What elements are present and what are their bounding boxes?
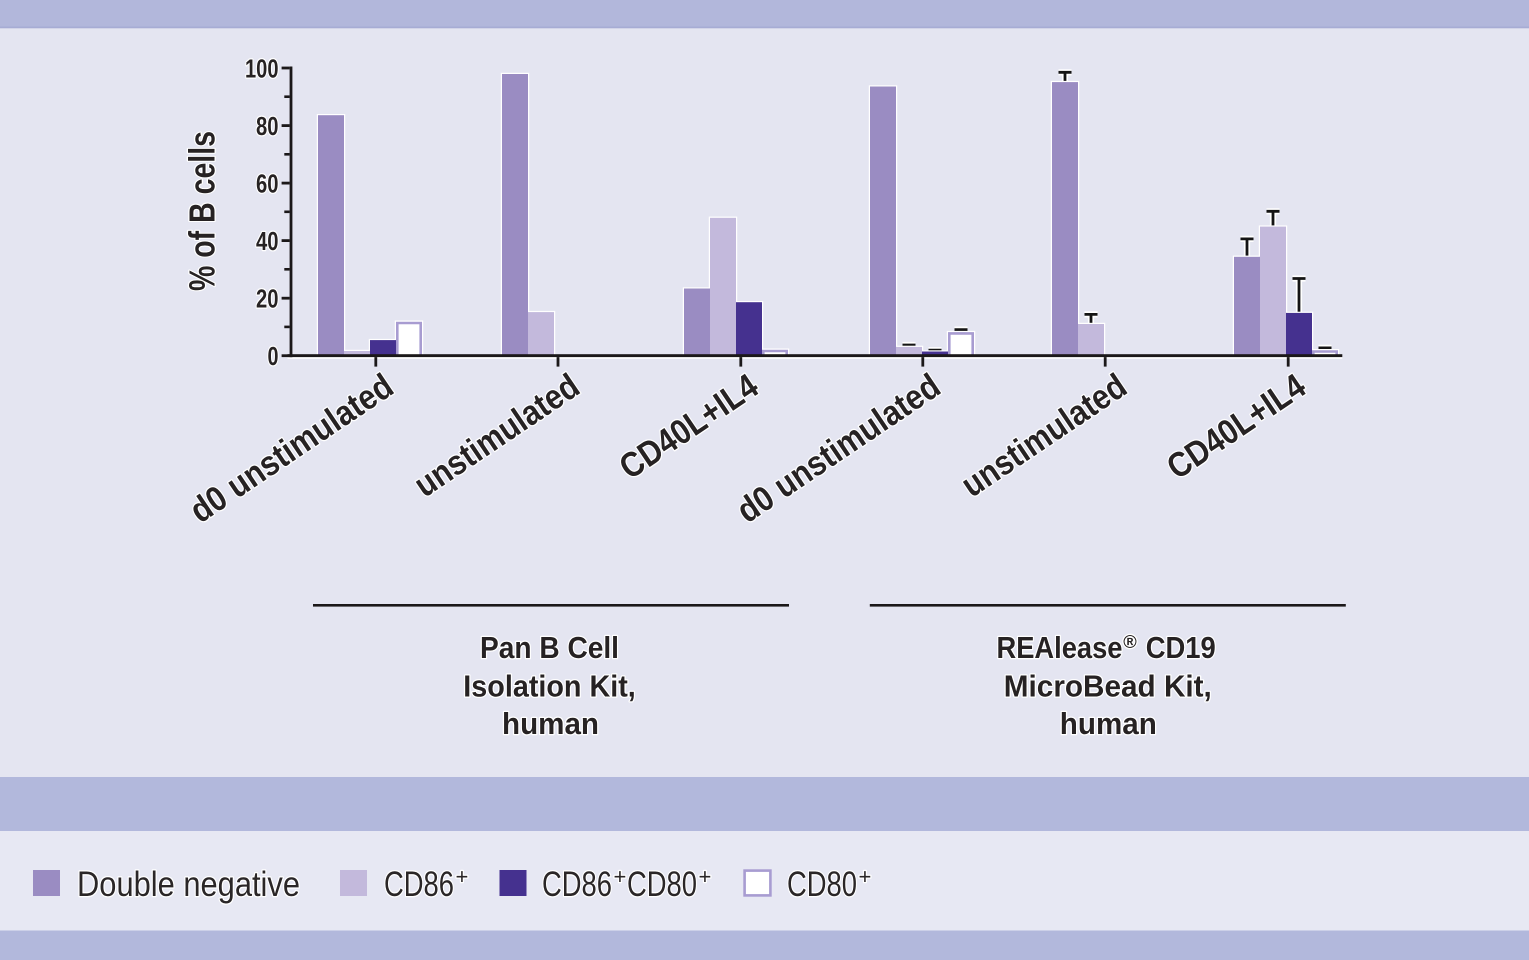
svg-text:CD86: CD86 [542,865,612,904]
svg-text:REAlease: REAlease [997,630,1123,665]
svg-text:100: 100 [245,54,279,84]
svg-text:+: + [859,864,872,889]
svg-text:CD19: CD19 [1146,630,1216,665]
svg-text:60: 60 [256,169,279,199]
svg-text:CD80: CD80 [787,865,857,904]
svg-text:CD86: CD86 [384,865,454,904]
svg-text:+: + [456,864,469,889]
svg-text:% of B cells: % of B cells [182,131,223,291]
svg-text:human: human [502,706,599,741]
svg-text:0: 0 [268,341,279,371]
svg-text:human: human [1060,706,1157,741]
svg-text:®: ® [1123,631,1137,652]
svg-text:MicroBead Kit,: MicroBead Kit, [1004,669,1212,704]
svg-text:+: + [614,864,627,889]
svg-text:Pan B Cell: Pan B Cell [480,630,619,665]
svg-text:+: + [699,864,712,889]
svg-text:20: 20 [256,284,279,314]
svg-text:80: 80 [256,111,279,141]
svg-text:Isolation Kit,: Isolation Kit, [463,669,636,704]
svg-text:40: 40 [256,226,279,256]
svg-text:CD80: CD80 [627,865,697,904]
svg-text:Double negative: Double negative [77,865,300,904]
